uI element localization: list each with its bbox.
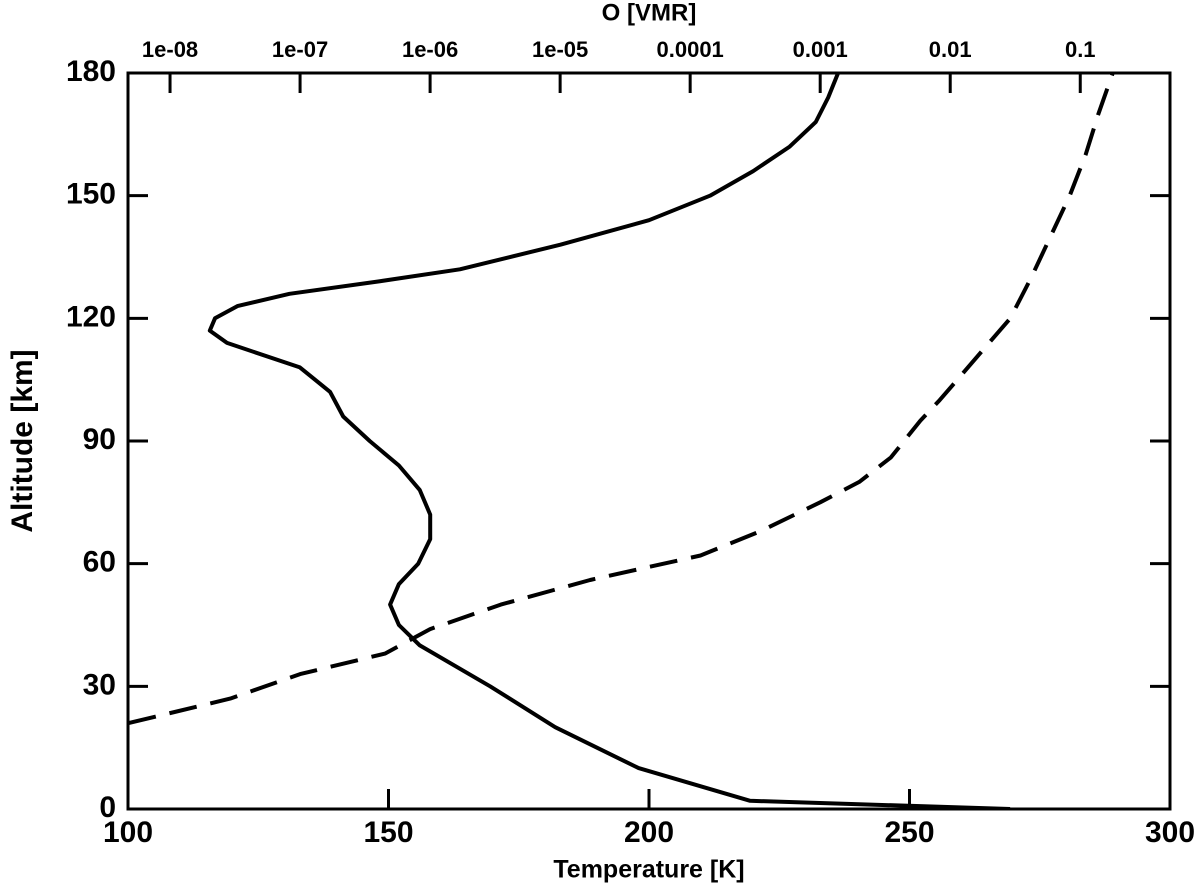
x2-tick-label: 0.1	[1065, 37, 1096, 62]
y-tick-label: 120	[66, 300, 116, 333]
x-axis-title: Temperature [K]	[553, 856, 744, 884]
y-tick-label: 90	[83, 423, 116, 456]
y-axis-title: Altitude [km]	[6, 349, 39, 532]
x2-tick-label: 1e-07	[272, 37, 328, 62]
solid-line	[207, 73, 1011, 809]
x-tick-label: 100	[103, 816, 153, 849]
x2-tick-label: 1e-06	[402, 37, 458, 62]
y-tick-label: 150	[66, 178, 116, 211]
x2-tick-label: 0.0001	[657, 37, 724, 62]
x2-tick-label: 0.01	[929, 37, 972, 62]
y-tick-label: 180	[66, 55, 116, 88]
x-tick-label: 250	[884, 816, 934, 849]
y-tick-label: 60	[83, 546, 116, 579]
dashed-line	[128, 73, 1115, 726]
x-tick-label: 200	[624, 816, 674, 849]
x2-tick-label: 1e-08	[142, 37, 198, 62]
y-tick-label: 0	[99, 791, 116, 824]
x-tick-label: 150	[363, 816, 413, 849]
x2-tick-label: 1e-05	[532, 37, 588, 62]
x2-axis-title: O [VMR]	[602, 0, 697, 26]
y-tick-label: 30	[83, 668, 116, 701]
x2-tick-label: 0.001	[793, 37, 848, 62]
x-tick-label: 300	[1145, 816, 1195, 849]
plot-frame	[126, 71, 1172, 811]
